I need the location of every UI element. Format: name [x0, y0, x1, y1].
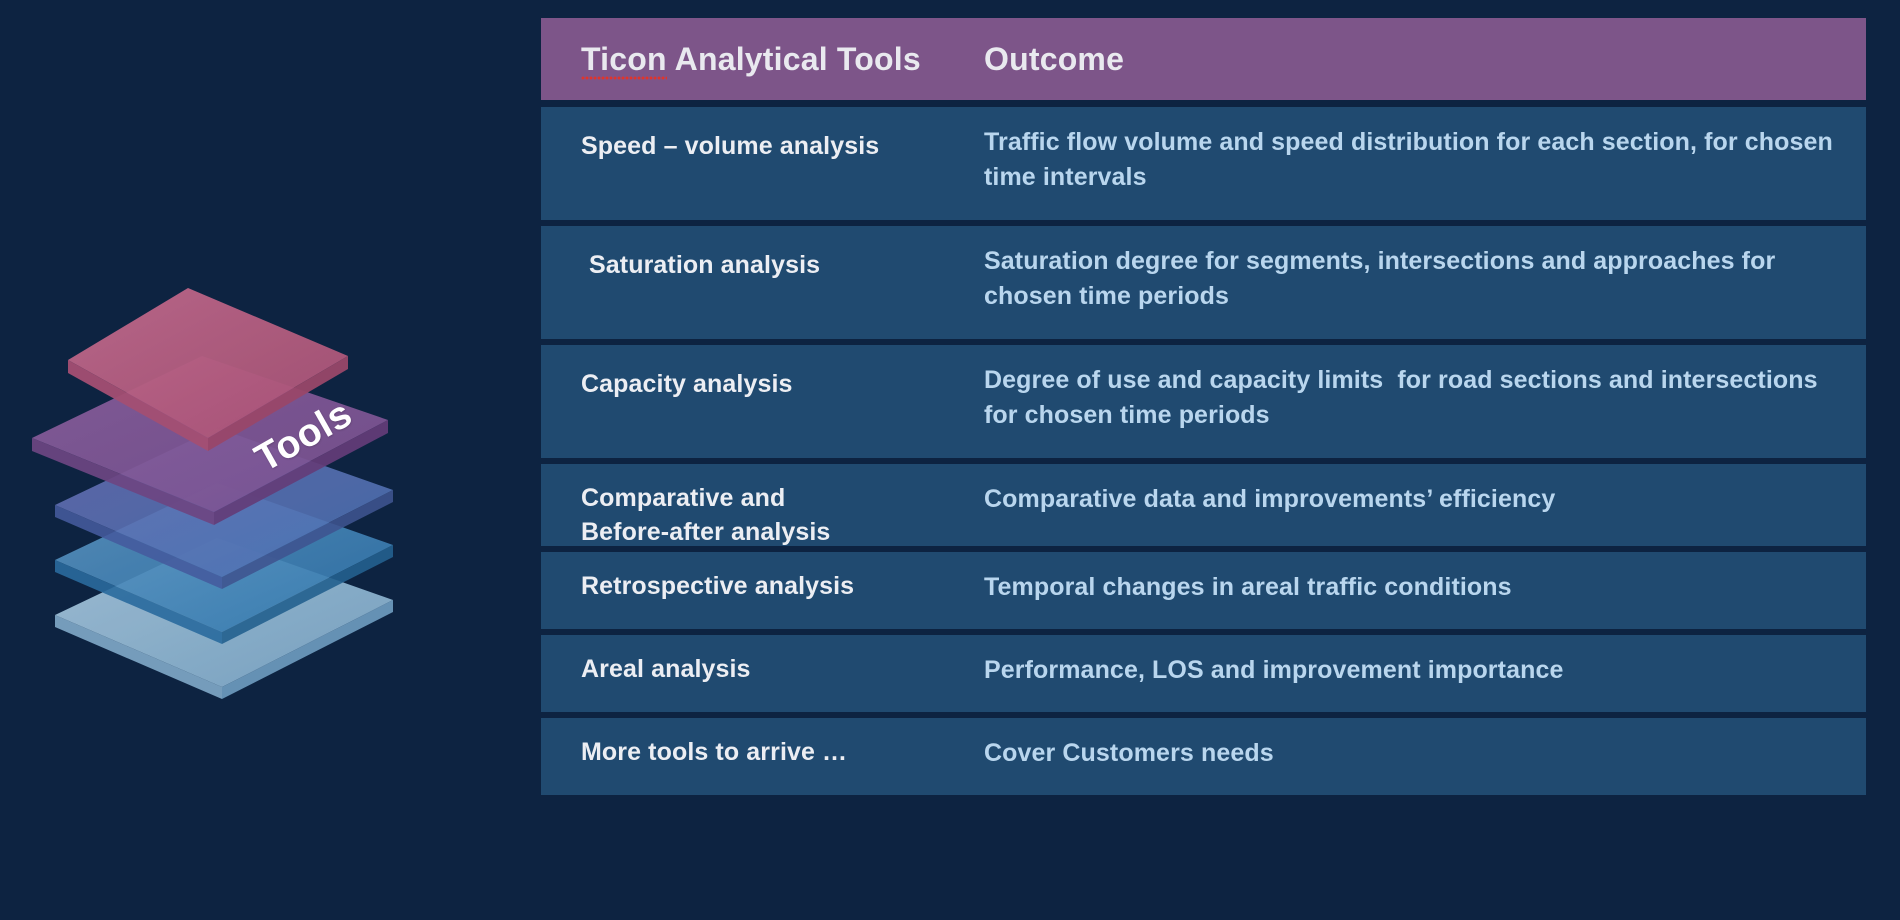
table-row: Comparative and Before-after analysis Co… — [541, 464, 1866, 546]
row-tool-label: Retrospective analysis — [581, 572, 855, 600]
row-tool-cell: Comparative and Before-after analysis — [541, 482, 976, 549]
row-outcome-label: Traffic flow volume and speed distributi… — [984, 128, 1840, 191]
table-header-row: Ticon Analytical Tools Outcome — [541, 18, 1866, 100]
row-outcome-cell: Comparative data and improvements’ effic… — [976, 482, 1866, 517]
row-outcome-label: Temporal changes in areal traffic condit… — [984, 573, 1512, 601]
row-outcome-label: Performance, LOS and improvement importa… — [984, 656, 1564, 684]
row-outcome-label: Degree of use and capacity limits for ro… — [984, 366, 1832, 429]
row-tool-label: Comparative and Before-after analysis — [581, 484, 831, 546]
row-outcome-cell: Temporal changes in areal traffic condit… — [976, 570, 1866, 605]
row-tool-label: Capacity analysis — [581, 370, 793, 398]
row-tool-label: Speed – volume analysis — [581, 132, 880, 160]
table-row: Areal analysis Performance, LOS and impr… — [541, 635, 1866, 712]
row-tool-label: More tools to arrive … — [581, 738, 848, 766]
row-tool-label: Saturation analysis — [589, 251, 821, 279]
header-tools-rest: Analytical Tools — [666, 40, 921, 77]
stack-layer-1 — [68, 288, 348, 451]
row-outcome-label: Saturation degree for segments, intersec… — [984, 247, 1783, 310]
row-tool-cell: More tools to arrive … — [541, 736, 976, 770]
row-tool-cell: Retrospective analysis — [541, 570, 976, 604]
row-outcome-cell: Cover Customers needs — [976, 736, 1866, 771]
table-row: More tools to arrive … Cover Customers n… — [541, 718, 1866, 795]
row-tool-cell: Saturation analysis — [541, 244, 976, 283]
layered-stack-svg — [32, 288, 393, 699]
row-outcome-cell: Traffic flow volume and speed distributi… — [976, 125, 1866, 194]
table-row: Capacity analysis Degree of use and capa… — [541, 345, 1866, 458]
table-row: Retrospective analysis Temporal changes … — [541, 552, 1866, 629]
row-tool-cell: Capacity analysis — [541, 363, 976, 402]
row-outcome-cell: Degree of use and capacity limits for ro… — [976, 363, 1866, 432]
header-tools-misspelled-word: Ticon — [581, 40, 667, 80]
header-cell-outcome: Outcome — [976, 41, 1866, 78]
analytical-tools-table: Ticon Analytical Tools Outcome Speed – v… — [541, 18, 1866, 801]
header-cell-tools: Ticon Analytical Tools — [541, 40, 976, 80]
row-outcome-cell: Performance, LOS and improvement importa… — [976, 653, 1866, 688]
row-outcome-label: Comparative data and improvements’ effic… — [984, 485, 1556, 513]
row-outcome-label: Cover Customers needs — [984, 739, 1274, 767]
row-outcome-cell: Saturation degree for segments, intersec… — [976, 244, 1866, 313]
layered-stack-diagram — [10, 270, 440, 700]
row-tool-cell: Speed – volume analysis — [541, 125, 976, 164]
row-tool-label: Areal analysis — [581, 655, 751, 683]
table-row: Saturation analysis Saturation degree fo… — [541, 226, 1866, 339]
header-outcome-label: Outcome — [984, 40, 1125, 77]
row-tool-cell: Areal analysis — [541, 653, 976, 687]
table-row: Speed – volume analysis Traffic flow vol… — [541, 107, 1866, 220]
